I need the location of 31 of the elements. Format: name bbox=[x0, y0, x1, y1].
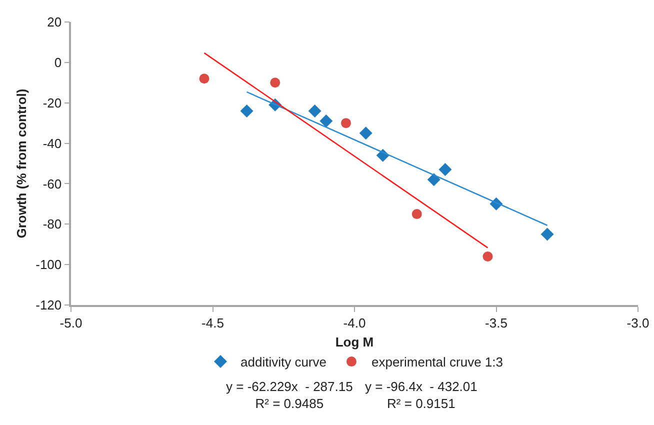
point bbox=[438, 163, 452, 176]
point bbox=[240, 104, 254, 118]
y-axis-title: Growth (% from control) bbox=[14, 88, 30, 238]
x-tick-label: -5.0 bbox=[60, 315, 82, 330]
point bbox=[320, 114, 333, 128]
point bbox=[359, 126, 372, 140]
point bbox=[540, 228, 554, 241]
legend-label: additivity curve bbox=[240, 354, 326, 370]
point bbox=[482, 251, 493, 262]
x-tick-label: -4.5 bbox=[202, 315, 224, 330]
point bbox=[412, 209, 422, 220]
text: y = -96.4x - 432.01 R² = 0.9151 bbox=[365, 379, 478, 411]
point bbox=[270, 78, 280, 88]
text: y = -62.229x - 287.15 R² = 0.9485 bbox=[226, 379, 353, 411]
point bbox=[427, 173, 440, 186]
x-axis-title: Log M bbox=[335, 334, 374, 350]
y-tick-label: -100 bbox=[36, 257, 62, 272]
y-tick-label: -40 bbox=[42, 136, 62, 151]
point bbox=[199, 74, 210, 84]
x-tick-label: -4.0 bbox=[343, 315, 366, 330]
y-tick-label: -60 bbox=[42, 176, 62, 192]
point bbox=[340, 118, 351, 128]
x-tick-label: -3.0 bbox=[626, 315, 650, 330]
x-tick-label: -3.5 bbox=[485, 315, 508, 330]
y-tick-label: -80 bbox=[42, 216, 62, 232]
point bbox=[308, 104, 322, 118]
y-tick-label: -120 bbox=[36, 298, 62, 313]
y-tick-label: -20 bbox=[42, 95, 62, 110]
legend-label: experimental cruve 1:3 bbox=[371, 354, 503, 370]
y-tick-label: 20 bbox=[47, 14, 62, 30]
y-tick-label: 0 bbox=[54, 54, 62, 70]
